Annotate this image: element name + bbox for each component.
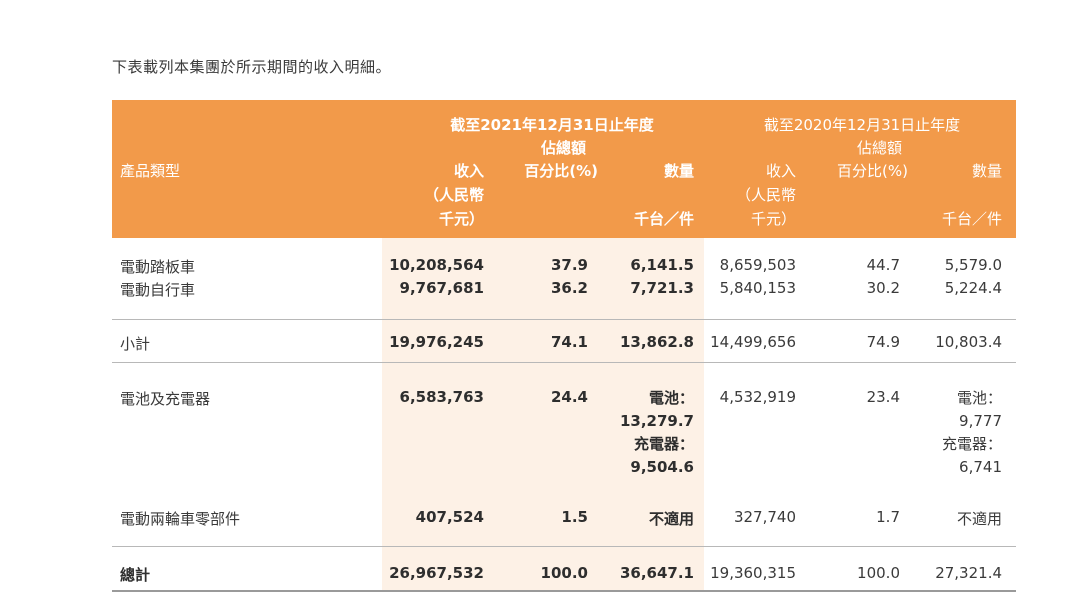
table-row-bicycle: 電動自行車 9,767,681 36.2 7,721.3 5,840,153 3… (112, 279, 1016, 301)
charger-qty-2020: 6,741 (959, 458, 1002, 476)
revenue-2021: 407,524 (415, 508, 484, 526)
header-share-pct-2021: 百分比(%) (524, 162, 598, 180)
header-qty-unit-2021: 千台／件 (633, 210, 694, 228)
revenue-2020: 19,360,315 (710, 564, 796, 582)
table-header: 產品類型 截至2021年12月31日止年度 截至2020年12月31日止年度 收… (112, 100, 1016, 238)
quantity-2020: 10,803.4 (935, 333, 1002, 351)
share-2020: 44.7 (866, 256, 900, 274)
quantity-2021: 不適用 (648, 510, 694, 528)
header-period-2020: 截至2020年12月31日止年度 (763, 116, 961, 134)
revenue-2021: 26,967,532 (389, 564, 484, 582)
subtotal-top-rule (112, 319, 1016, 320)
header-product-type: 產品類型 (120, 162, 181, 180)
header-revenue-2020: 收入 (765, 162, 796, 180)
quantity-2020: 不適用 (956, 510, 1002, 528)
quantity-2020: 5,579.0 (944, 256, 1002, 274)
row-label: 小計 (120, 335, 151, 353)
share-2021: 74.1 (550, 333, 588, 351)
quantity-2021: 13,862.8 (619, 333, 694, 351)
header-share-2021: 佔總額 (540, 139, 586, 157)
row-label: 總計 (120, 566, 151, 584)
table-body: 電動踏板車 10,208,564 37.9 6,141.5 8,659,503 … (112, 238, 1016, 598)
battery-qty-label-2020: 電池： (956, 389, 1002, 407)
row-label: 電池及充電器 (120, 390, 211, 408)
revenue-2021: 19,976,245 (389, 333, 484, 351)
current-year-shade (382, 238, 704, 590)
revenue-2020: 327,740 (733, 508, 796, 526)
intro-text: 下表載列本集團於所示期間的收入明細。 (112, 58, 392, 76)
quantity-2020: 5,224.4 (944, 279, 1002, 297)
header-qty-2020: 數量 (971, 162, 1002, 180)
share-2020: 74.9 (866, 333, 900, 351)
header-share-pct-2020: 百分比(%) (837, 162, 908, 180)
charger-qty-2021: 9,504.6 (630, 458, 694, 476)
quantity-2021: 6,141.5 (630, 256, 694, 274)
table-row-parts: 電動兩輪車零部件 407,524 1.5 不適用 327,740 1.7 不適用 (112, 508, 1016, 530)
share-2021: 36.2 (550, 279, 588, 297)
share-2021: 100.0 (540, 564, 588, 582)
revenue-2020: 14,499,656 (710, 333, 796, 351)
revenue-2021: 10,208,564 (389, 256, 484, 274)
table-row-subtotal: 小計 19,976,245 74.1 13,862.8 14,499,656 7… (112, 333, 1016, 355)
share-2020: 1.7 (876, 508, 900, 526)
header-revenue-unit2-2020: 千元） (750, 210, 796, 228)
header-period-2021: 截至2021年12月31日止年度 (450, 116, 654, 134)
row-label: 電動自行車 (120, 281, 196, 299)
revenue-2020: 5,840,153 (719, 279, 796, 297)
table-row-scooter: 電動踏板車 10,208,564 37.9 6,141.5 8,659,503 … (112, 256, 1016, 278)
share-2021: 24.4 (550, 388, 588, 406)
battery-quantity-2021: 電池： 13,279.7 充電器： 9,504.6 (620, 388, 694, 477)
quantity-2021: 7,721.3 (630, 279, 694, 297)
battery-qty-label-2021: 電池： (648, 389, 694, 407)
subtotal-bottom-rule (112, 362, 1016, 363)
revenue-2021: 9,767,681 (399, 279, 484, 297)
total-top-rule (112, 546, 1016, 547)
battery-qty-2021: 13,279.7 (619, 412, 694, 430)
table-row-total: 總計 26,967,532 100.0 36,647.1 19,360,315 … (112, 564, 1016, 586)
header-revenue-unit2-2021: 千元） (438, 210, 484, 228)
total-bottom-rule (112, 590, 1016, 592)
charger-qty-label-2021: 充電器： (633, 435, 694, 453)
battery-qty-2020: 9,777 (959, 412, 1002, 430)
battery-quantity-2020: 電池： 9,777 充電器： 6,741 (942, 388, 1002, 477)
quantity-2020: 27,321.4 (935, 564, 1002, 582)
revenue-2020: 8,659,503 (719, 256, 796, 274)
share-2020: 23.4 (866, 388, 900, 406)
table-row-battery: 電池及充電器 6,583,763 24.4 4,532,919 23.4 (112, 388, 1016, 410)
quantity-2021: 36,647.1 (619, 564, 694, 582)
header-qty-2021: 數量 (663, 162, 694, 180)
row-label: 電動踏板車 (120, 258, 196, 276)
share-2021: 1.5 (561, 508, 588, 526)
header-share-2020: 佔總額 (856, 139, 902, 157)
revenue-table: 產品類型 截至2021年12月31日止年度 截至2020年12月31日止年度 收… (112, 100, 1016, 598)
revenue-2021: 6,583,763 (399, 388, 484, 406)
share-2021: 37.9 (550, 256, 588, 274)
revenue-2020: 4,532,919 (719, 388, 796, 406)
row-label: 電動兩輪車零部件 (120, 510, 241, 528)
header-revenue-2021: 收入 (453, 162, 484, 180)
share-2020: 100.0 (857, 564, 900, 582)
header-revenue-unit-2021: （人民幣 (423, 186, 484, 204)
header-revenue-unit-2020: （人民幣 (735, 186, 796, 204)
header-qty-unit-2020: 千台／件 (941, 210, 1002, 228)
charger-qty-label-2020: 充電器： (941, 435, 1002, 453)
share-2020: 30.2 (866, 279, 900, 297)
